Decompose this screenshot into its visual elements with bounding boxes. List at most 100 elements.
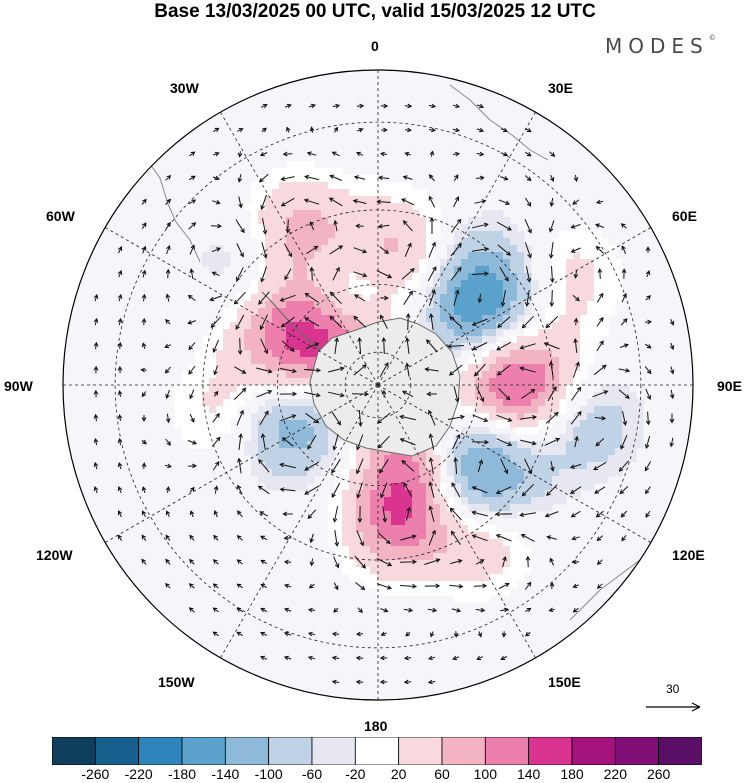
wind-arrow xyxy=(332,266,340,281)
anomaly-cell xyxy=(258,336,266,344)
wind-arrow xyxy=(403,655,412,661)
anomaly-cell xyxy=(419,252,427,260)
wind-arrow xyxy=(376,558,393,567)
anomaly-cell xyxy=(384,287,392,295)
anomaly-cell xyxy=(412,483,420,491)
wind-arrow xyxy=(401,459,415,472)
anomaly-cell xyxy=(307,448,315,456)
anomaly-cell xyxy=(454,259,462,267)
anomaly-cell xyxy=(496,420,504,428)
anomaly-cell xyxy=(580,420,588,428)
anomaly-cell xyxy=(286,301,294,309)
anomaly-cell xyxy=(468,567,476,575)
wind-arrow xyxy=(379,679,388,685)
anomaly-cell xyxy=(209,392,217,400)
anomaly-cell xyxy=(517,476,525,484)
wind-arrow xyxy=(471,486,488,494)
anomaly-cell xyxy=(286,308,294,316)
anomaly-cell xyxy=(517,539,525,547)
anomaly-cell xyxy=(398,224,406,232)
wind-arrow xyxy=(379,151,388,157)
meridian-line xyxy=(377,384,651,543)
anomaly-cell xyxy=(454,546,462,554)
anomaly-cell xyxy=(566,252,574,260)
anomaly-cell xyxy=(538,413,546,421)
map-boundary xyxy=(62,69,694,701)
anomaly-cell xyxy=(496,266,504,274)
anomaly-cell xyxy=(475,371,483,379)
wind-arrow xyxy=(211,271,220,277)
anomaly-cell xyxy=(258,378,266,386)
wind-arrow xyxy=(237,484,243,495)
wind-arrow xyxy=(256,367,273,374)
anomaly-cell xyxy=(412,280,420,288)
anomaly-cell xyxy=(370,238,378,246)
anomaly-cell xyxy=(258,231,266,239)
anomaly-cell xyxy=(524,476,532,484)
wind-arrow xyxy=(403,607,414,613)
anomaly-cell xyxy=(335,483,343,491)
anomaly-cell xyxy=(475,245,483,253)
anomaly-cell xyxy=(265,483,273,491)
anomaly-cell xyxy=(370,217,378,225)
anomaly-cell xyxy=(279,448,287,456)
wind-arrow xyxy=(233,387,247,400)
anomaly-cell xyxy=(531,455,539,463)
anomaly-cell xyxy=(286,406,294,414)
colorbar-tick-label: -100 xyxy=(254,766,283,782)
africa-coast xyxy=(449,84,549,161)
wind-arrow xyxy=(428,457,434,474)
anomaly-cell xyxy=(531,483,539,491)
wind-arrow xyxy=(548,361,554,378)
anomaly-cell xyxy=(482,350,490,358)
anomaly-cell xyxy=(475,294,483,302)
wind-arrow xyxy=(189,268,195,279)
anomaly-cell xyxy=(559,252,567,260)
anomaly-cell xyxy=(545,364,553,372)
anomaly-cell xyxy=(412,462,420,470)
anomaly-cell xyxy=(601,420,609,428)
anomaly-cell xyxy=(629,434,637,442)
anomaly-cell xyxy=(286,175,294,183)
wind-arrow xyxy=(473,583,488,589)
wind-arrow xyxy=(645,270,651,278)
wind-arrow xyxy=(477,459,484,472)
anomaly-cell xyxy=(510,455,518,463)
wind-arrow xyxy=(212,559,219,565)
anomaly-cell xyxy=(461,588,469,596)
colorbar-swatch xyxy=(484,737,530,765)
wind-arrow xyxy=(427,655,436,661)
anomaly-cell xyxy=(398,504,406,512)
colorbar-tick-label: -220 xyxy=(124,766,153,782)
anomaly-cell xyxy=(286,322,294,330)
anomaly-cell xyxy=(461,273,469,281)
anomaly-cell xyxy=(545,441,553,449)
anomaly-cell xyxy=(433,280,441,288)
anomaly-cell xyxy=(580,357,588,365)
wind-arrow xyxy=(496,221,512,231)
anomaly-cell xyxy=(587,238,595,246)
wind-arrow xyxy=(573,338,578,353)
wind-arrow xyxy=(498,199,511,205)
anomaly-cell xyxy=(552,448,560,456)
anomaly-cell xyxy=(279,252,287,260)
anomaly-cell xyxy=(496,378,504,386)
anomaly-cell xyxy=(377,574,385,582)
anomaly-cell xyxy=(489,385,497,393)
anomaly-cell xyxy=(594,399,602,407)
anomaly-cell xyxy=(510,308,518,316)
anomaly-cell xyxy=(503,574,511,582)
anomaly-cell xyxy=(370,560,378,568)
anomaly-cell xyxy=(342,203,350,211)
anomaly-cell xyxy=(426,497,434,505)
anomaly-cell xyxy=(314,336,322,344)
anomaly-cell xyxy=(419,518,427,526)
anomaly-cell xyxy=(510,231,518,239)
anomaly-cell xyxy=(503,448,511,456)
anomaly-cell xyxy=(377,476,385,484)
anomaly-cell xyxy=(468,448,476,456)
anomaly-cell xyxy=(440,567,448,575)
anomaly-cell xyxy=(391,567,399,575)
anomaly-cell xyxy=(503,350,511,358)
anomaly-cell xyxy=(265,455,273,463)
